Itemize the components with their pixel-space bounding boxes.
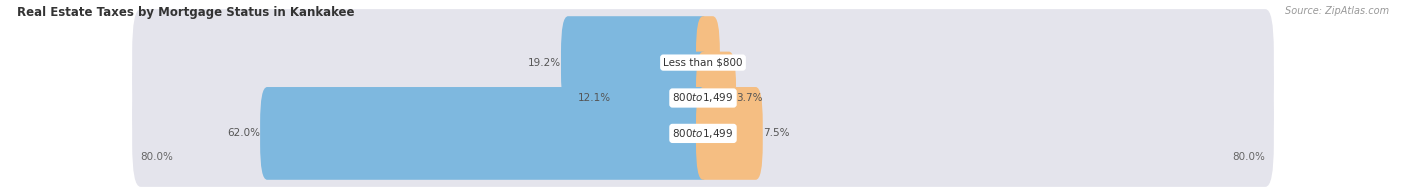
Text: 3.7%: 3.7% <box>737 93 762 103</box>
Text: Less than $800: Less than $800 <box>664 58 742 68</box>
Text: 62.0%: 62.0% <box>228 128 260 138</box>
Text: $800 to $1,499: $800 to $1,499 <box>672 92 734 104</box>
Text: Source: ZipAtlas.com: Source: ZipAtlas.com <box>1285 6 1389 16</box>
FancyBboxPatch shape <box>132 44 1274 152</box>
FancyBboxPatch shape <box>612 52 710 144</box>
FancyBboxPatch shape <box>132 9 1274 116</box>
Text: Real Estate Taxes by Mortgage Status in Kankakee: Real Estate Taxes by Mortgage Status in … <box>17 6 354 19</box>
FancyBboxPatch shape <box>696 87 762 180</box>
Text: 12.1%: 12.1% <box>578 93 612 103</box>
Text: 19.2%: 19.2% <box>527 58 561 68</box>
FancyBboxPatch shape <box>260 87 710 180</box>
Text: $800 to $1,499: $800 to $1,499 <box>672 127 734 140</box>
FancyBboxPatch shape <box>696 16 720 109</box>
Text: 80.0%: 80.0% <box>141 152 173 162</box>
Text: 80.0%: 80.0% <box>1233 152 1265 162</box>
Text: 7.5%: 7.5% <box>762 128 789 138</box>
Text: 1.4%: 1.4% <box>720 58 747 68</box>
FancyBboxPatch shape <box>561 16 710 109</box>
FancyBboxPatch shape <box>132 80 1274 187</box>
FancyBboxPatch shape <box>696 52 737 144</box>
